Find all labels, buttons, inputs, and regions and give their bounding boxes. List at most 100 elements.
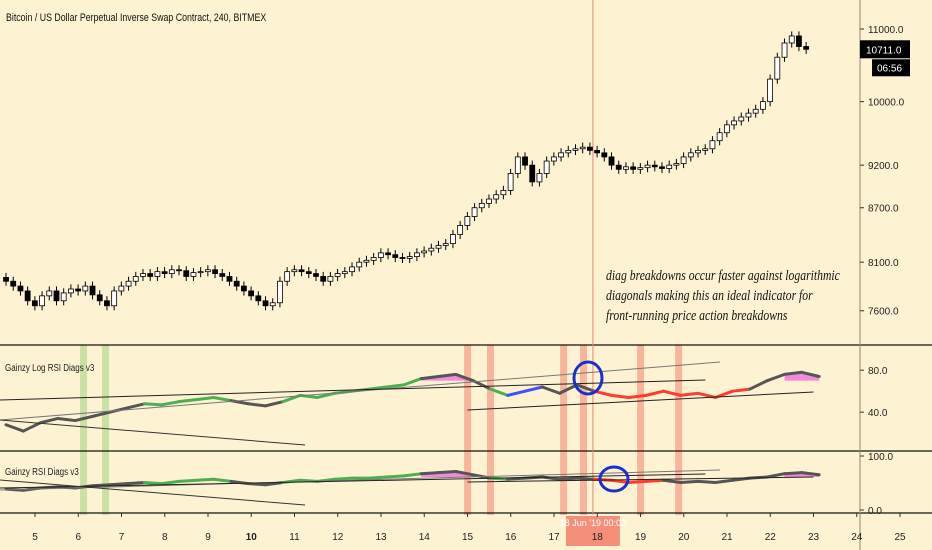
candle bbox=[630, 166, 637, 170]
candle bbox=[579, 146, 586, 150]
candle bbox=[738, 116, 745, 122]
price-tick-label: 10000.0 bbox=[868, 98, 905, 109]
time-tick-label: 9 bbox=[205, 532, 211, 543]
time-tick-label: 17 bbox=[548, 532, 560, 543]
rsi-line-segment bbox=[661, 389, 683, 397]
price-tick-label: 8100.0 bbox=[868, 258, 899, 269]
candle bbox=[363, 259, 370, 263]
rsi-line-segment bbox=[558, 476, 579, 481]
candle bbox=[277, 280, 283, 304]
rsi-line-segment bbox=[56, 416, 77, 423]
candle bbox=[514, 156, 521, 174]
candle bbox=[240, 285, 247, 292]
candle bbox=[723, 124, 730, 134]
rsi-line-segment bbox=[142, 402, 164, 407]
candle bbox=[269, 302, 276, 307]
rsi-line-segment bbox=[21, 421, 43, 433]
rsi-line-segment bbox=[575, 383, 596, 393]
rsi-line-segment bbox=[402, 377, 423, 387]
rsi-line-segment bbox=[696, 479, 717, 484]
highlight-circle bbox=[598, 465, 630, 493]
candle bbox=[774, 56, 781, 80]
candle bbox=[313, 273, 319, 277]
time-tick-label: 14 bbox=[419, 532, 431, 543]
time-tick-label: 16 bbox=[505, 532, 517, 543]
red-highlight-band bbox=[637, 345, 645, 515]
candle bbox=[435, 245, 442, 249]
rsi-line-segment bbox=[610, 478, 631, 484]
red-highlight-band bbox=[579, 345, 587, 515]
countdown-badge bbox=[872, 59, 910, 77]
candle bbox=[666, 164, 673, 169]
candle bbox=[745, 112, 752, 118]
indicator-label-rsi[interactable]: Gainzy RSI Diags v3 bbox=[5, 467, 79, 478]
rsi-line-segment bbox=[419, 471, 441, 476]
candle bbox=[67, 288, 74, 294]
rsi-line-segment bbox=[402, 472, 423, 478]
candle bbox=[608, 156, 615, 166]
candle bbox=[111, 290, 118, 307]
candle bbox=[356, 261, 363, 268]
candle bbox=[96, 294, 103, 302]
candle bbox=[500, 190, 507, 196]
candle bbox=[219, 273, 226, 277]
candle bbox=[486, 198, 492, 204]
rsi-line-segment bbox=[800, 471, 821, 477]
candle bbox=[428, 247, 435, 252]
candle bbox=[651, 164, 658, 168]
red-highlight-band bbox=[464, 345, 472, 515]
rsi-line-segment bbox=[679, 479, 700, 484]
diagonal-trendline bbox=[0, 379, 706, 401]
candle bbox=[262, 300, 269, 307]
time-tick-label: 12 bbox=[332, 532, 344, 543]
time-tick-label: 15 bbox=[462, 532, 474, 543]
rsi-line-segment bbox=[419, 374, 441, 381]
indicator-label-log-rsi[interactable]: Gainzy Log RSI Diags v3 bbox=[5, 363, 95, 374]
candle bbox=[450, 234, 456, 245]
rsi-line-segment bbox=[523, 385, 544, 393]
rsi-line-segment bbox=[160, 400, 181, 407]
red-highlight-band bbox=[560, 345, 568, 515]
candle bbox=[53, 290, 60, 302]
rsi-line-segment bbox=[125, 402, 146, 410]
price-tick-label: 7600.0 bbox=[868, 307, 899, 318]
rsi-line-segment bbox=[142, 481, 164, 486]
symbol-title: Bitcoin / US Dollar Perpetual Inverse Sw… bbox=[6, 12, 267, 24]
candle bbox=[457, 225, 464, 235]
candle bbox=[377, 252, 384, 258]
time-tick-label: 6 bbox=[75, 532, 81, 543]
candle bbox=[226, 276, 233, 282]
crosshair-time-badge bbox=[565, 516, 620, 546]
candle bbox=[140, 273, 146, 277]
time-tick-label: 13 bbox=[375, 532, 387, 543]
candle bbox=[349, 266, 355, 273]
candle bbox=[334, 273, 341, 277]
time-tick-label: 10 bbox=[246, 532, 258, 543]
rsi-line-segment bbox=[108, 482, 129, 487]
green-highlight-band bbox=[102, 345, 110, 515]
indicator-tick-label: 0.0 bbox=[868, 506, 882, 517]
time-tick-label: 20 bbox=[678, 532, 690, 543]
candle bbox=[586, 146, 593, 151]
rsi-line-segment bbox=[315, 391, 337, 399]
rsi-line-segment bbox=[506, 389, 527, 397]
time-tick-label: 11 bbox=[289, 532, 300, 543]
candle bbox=[10, 280, 17, 287]
candle bbox=[788, 35, 795, 44]
candle bbox=[39, 295, 45, 307]
rsi-line-segment bbox=[367, 385, 389, 391]
candle bbox=[572, 148, 579, 151]
rsi-line-segment bbox=[488, 387, 510, 397]
time-tick-label: 18 bbox=[592, 532, 604, 543]
countdown-label: 06:56 bbox=[877, 63, 902, 74]
candle bbox=[204, 269, 211, 273]
candle bbox=[132, 276, 139, 282]
rsi-line-segment bbox=[212, 477, 233, 483]
time-tick-label: 21 bbox=[721, 532, 733, 543]
rsi-line-segment bbox=[385, 474, 406, 479]
rsi-line-segment bbox=[679, 391, 700, 397]
candle bbox=[233, 280, 240, 287]
candle bbox=[507, 173, 514, 191]
candle bbox=[550, 156, 557, 162]
